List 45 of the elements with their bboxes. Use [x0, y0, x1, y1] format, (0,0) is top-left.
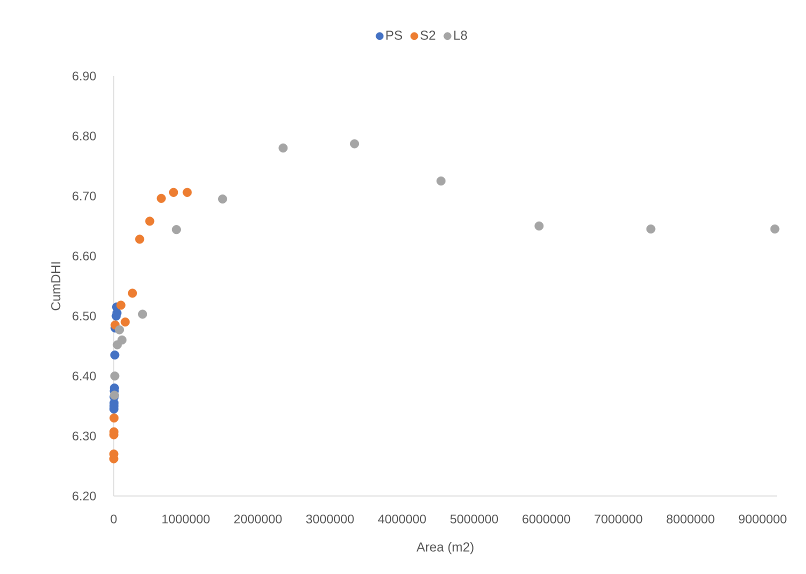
point — [168, 188, 178, 197]
y-tick-label: 6.20 — [72, 492, 96, 500]
y-tick-label: 6.50 — [72, 312, 96, 320]
y-tick-label: 6.60 — [72, 252, 96, 260]
x-tick-label: 6000000 — [522, 514, 570, 524]
x-tick-label: 1000000 — [162, 514, 210, 524]
point — [436, 176, 446, 186]
x-tick-label: 7000000 — [594, 514, 642, 524]
x-tick-label: 2000000 — [234, 514, 282, 524]
y-tick-label: 6.80 — [72, 132, 96, 140]
point — [770, 224, 780, 234]
point — [145, 216, 154, 226]
point — [218, 194, 228, 204]
x-tick-label: 8000000 — [666, 514, 714, 524]
point — [350, 139, 360, 148]
point — [135, 234, 144, 244]
point — [138, 310, 148, 319]
point — [128, 288, 137, 298]
x-tick-label: 5000000 — [450, 514, 498, 524]
x-tick-label: 9000000 — [738, 514, 786, 524]
point — [114, 325, 124, 334]
y-tick-label: 6.70 — [72, 192, 96, 200]
point — [156, 194, 166, 203]
y-tick-label: 6.40 — [72, 372, 96, 380]
y-tick-label: 6.90 — [72, 72, 96, 80]
legend-label: S2 — [420, 30, 436, 40]
x-tick-label: 3000000 — [306, 514, 354, 524]
y-tick-label: 6.30 — [72, 432, 96, 440]
legend-label: PS — [386, 30, 402, 40]
x-tick-label: 4000000 — [378, 514, 426, 524]
point — [110, 371, 120, 381]
point — [172, 225, 181, 234]
point — [278, 143, 288, 153]
point — [110, 413, 119, 423]
point — [182, 188, 192, 197]
point — [120, 317, 130, 327]
legend-label: L8 — [454, 30, 468, 40]
point — [117, 335, 127, 345]
point — [534, 221, 544, 231]
point — [646, 224, 656, 234]
point — [110, 350, 120, 360]
point — [116, 300, 126, 310]
x-axis-title: Area (m2) — [416, 542, 474, 554]
x-tick-label: 0 — [110, 514, 117, 524]
y-axis-title: CumDHI — [51, 262, 60, 310]
